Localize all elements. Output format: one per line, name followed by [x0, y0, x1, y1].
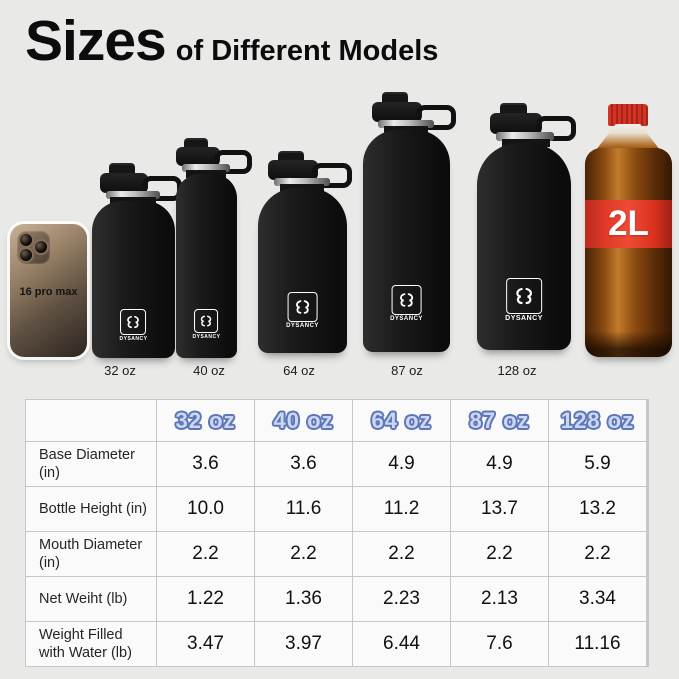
value-cell: 7.6	[451, 622, 548, 666]
bottle-handle	[536, 116, 576, 141]
column-header: 40 oz	[255, 400, 352, 441]
row-label: Bottle Height (in)	[26, 487, 156, 531]
cola-label: 2L	[585, 200, 672, 248]
logo-mark-icon	[391, 285, 422, 315]
title-main: Sizes	[25, 9, 167, 73]
value-cell: 3.6	[255, 442, 352, 486]
bottle-lid	[372, 102, 422, 122]
value-cell: 13.7	[451, 487, 548, 531]
cola-neck	[596, 124, 660, 150]
camera-lens-icon	[20, 234, 32, 246]
value-cell: 10.0	[157, 487, 254, 531]
logo-mark-icon	[287, 292, 318, 322]
brand-name: DYSANCY	[192, 334, 221, 340]
bottle-ring	[274, 178, 330, 186]
bottle-lid	[268, 160, 318, 180]
value-cell: 11.16	[549, 622, 646, 666]
brand-logo: DYSANCY	[286, 292, 319, 329]
camera-lens-icon	[20, 249, 32, 261]
bottle-body: DYSANCY	[477, 143, 571, 350]
cola-2l-text: 2L	[608, 204, 649, 243]
column-header: 32 oz	[157, 400, 254, 441]
bottle-spout	[109, 163, 135, 176]
value-cell: 4.9	[451, 442, 548, 486]
bottle-size-label: 64 oz	[283, 363, 315, 378]
value-cell: 2.2	[255, 532, 352, 576]
value-cell: 3.47	[157, 622, 254, 666]
bottle-spout	[382, 92, 408, 105]
bottle-body: DYSANCY	[363, 130, 450, 352]
column-header: 128 oz	[549, 400, 646, 441]
title-rest: of Different Models	[175, 35, 439, 67]
brand-name: DYSANCY	[390, 316, 423, 322]
bottle-ring	[106, 191, 160, 199]
bottle-size-label: 87 oz	[391, 363, 423, 378]
bottle-size-label: 32 oz	[104, 363, 136, 378]
table-corner-cell	[26, 400, 156, 441]
bottle-ring	[496, 132, 554, 141]
value-cell: 4.9	[353, 442, 450, 486]
phone-image: 16 pro max	[10, 224, 87, 357]
brand-logo: DYSANCY	[505, 278, 543, 322]
bottle-handle	[312, 163, 352, 188]
bottle-lid	[100, 173, 148, 193]
value-cell: 2.2	[451, 532, 548, 576]
value-cell: 3.6	[157, 442, 254, 486]
size-comparison-table: 32 oz 40 oz 64 oz 87 oz 128 oz Base Diam…	[25, 399, 649, 667]
brand-logo: DYSANCY	[120, 309, 148, 342]
brand-logo: DYSANCY	[390, 285, 423, 322]
logo-mark-icon	[194, 309, 219, 333]
bottle-ring	[182, 164, 230, 172]
brand-name: DYSANCY	[286, 323, 319, 329]
bottle-body: DYSANCY	[258, 188, 347, 353]
value-cell: 1.22	[157, 577, 254, 621]
brand-logo: DYSANCY	[193, 309, 221, 340]
page-title: Sizes of Different Models	[25, 8, 438, 74]
brand-name: DYSANCY	[119, 336, 148, 342]
cola-cap	[608, 104, 648, 126]
value-cell: 2.13	[451, 577, 548, 621]
value-cell: 11.2	[353, 487, 450, 531]
bottle-body: DYSANCY	[92, 201, 175, 358]
row-label: Weight Filled with Water (lb)	[26, 622, 156, 666]
value-cell: 13.2	[549, 487, 646, 531]
column-header: 64 oz	[353, 400, 450, 441]
row-label: Net Weiht (lb)	[26, 577, 156, 621]
logo-mark-icon	[120, 309, 147, 335]
value-cell: 2.2	[549, 532, 646, 576]
bottle-ring	[378, 120, 434, 128]
value-cell: 6.44	[353, 622, 450, 666]
value-cell: 2.23	[353, 577, 450, 621]
bottle-size-label: 40 oz	[193, 363, 225, 378]
value-cell: 3.97	[255, 622, 352, 666]
brand-name: DYSANCY	[505, 315, 543, 322]
bottle-handle	[214, 150, 252, 174]
value-cell: 2.2	[353, 532, 450, 576]
value-cell: 11.6	[255, 487, 352, 531]
bottle-lid	[490, 113, 542, 134]
bottle-body: DYSANCY	[176, 174, 237, 358]
phone-camera-module	[17, 231, 50, 264]
phone-model-label: 16 pro max	[19, 286, 78, 298]
bottle-lid	[176, 147, 220, 166]
value-cell: 2.2	[157, 532, 254, 576]
value-cell: 5.9	[549, 442, 646, 486]
bottle-size-label: 128 oz	[497, 363, 537, 378]
row-label: Base Diameter (in)	[26, 442, 156, 486]
bottle-spout	[500, 103, 527, 116]
bottle-handle	[416, 105, 456, 130]
row-label: Mouth Diameter (in)	[26, 532, 156, 576]
value-cell: 3.34	[549, 577, 646, 621]
logo-mark-icon	[505, 278, 542, 314]
camera-lens-icon	[35, 241, 47, 253]
value-cell: 1.36	[255, 577, 352, 621]
column-header: 87 oz	[451, 400, 548, 441]
cola-body	[585, 148, 672, 357]
